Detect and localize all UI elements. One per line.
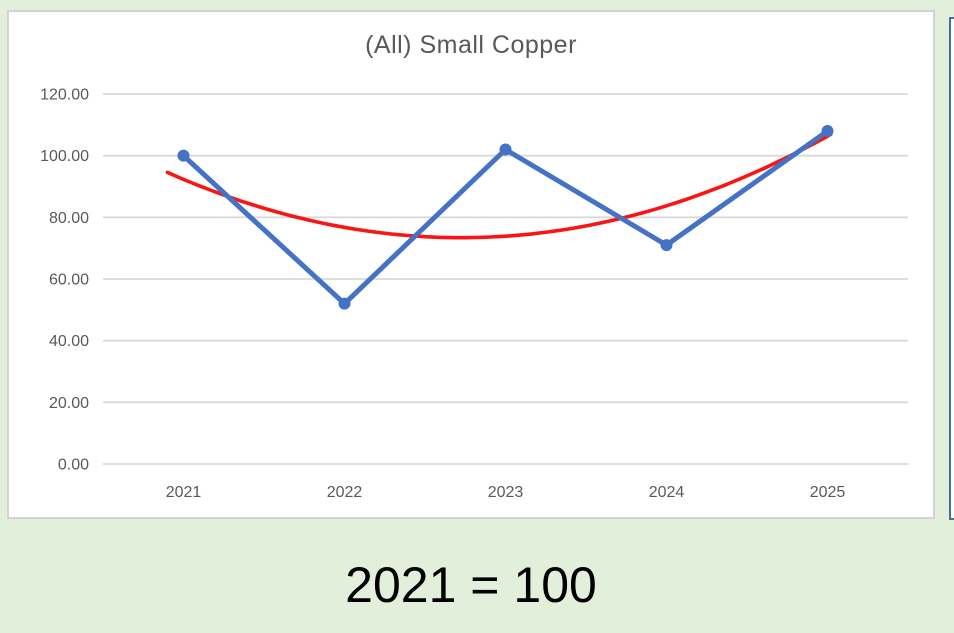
y-tick-labels: 0.00 20.00 40.00 60.00 80.00 100.00 120.00 bbox=[40, 87, 89, 474]
svg-text:2023: 2023 bbox=[488, 484, 524, 501]
svg-text:20.00: 20.00 bbox=[49, 395, 89, 412]
line-chart[interactable]: (All) Small Copper 0.00 20.00 40.00 60.00 80… bbox=[7, 10, 935, 519]
svg-text:2024: 2024 bbox=[649, 484, 685, 501]
svg-text:0.00: 0.00 bbox=[58, 457, 89, 474]
svg-text:2025: 2025 bbox=[810, 484, 846, 501]
svg-text:100.00: 100.00 bbox=[40, 148, 89, 165]
svg-text:2022: 2022 bbox=[327, 484, 363, 501]
chart-canvas: 0.00 20.00 40.00 60.00 80.00 100.00 120.00 2021… bbox=[40, 87, 908, 501]
x-tick-labels: 2021 2022 2023 2024 2025 bbox=[166, 484, 846, 501]
svg-text:80.00: 80.00 bbox=[49, 210, 89, 227]
series-markers bbox=[177, 125, 834, 310]
svg-text:60.00: 60.00 bbox=[49, 272, 89, 289]
svg-text:40.00: 40.00 bbox=[49, 333, 89, 350]
svg-text:120.00: 120.00 bbox=[40, 87, 89, 104]
trendline bbox=[165, 132, 833, 240]
index-base-caption: 2021 = 100 bbox=[345, 557, 597, 613]
gridlines bbox=[103, 93, 908, 465]
svg-text:2021: 2021 bbox=[166, 484, 202, 501]
chart-title: (All) Small Copper bbox=[365, 31, 577, 59]
adjacent-chart-edge[interactable] bbox=[949, 17, 954, 520]
